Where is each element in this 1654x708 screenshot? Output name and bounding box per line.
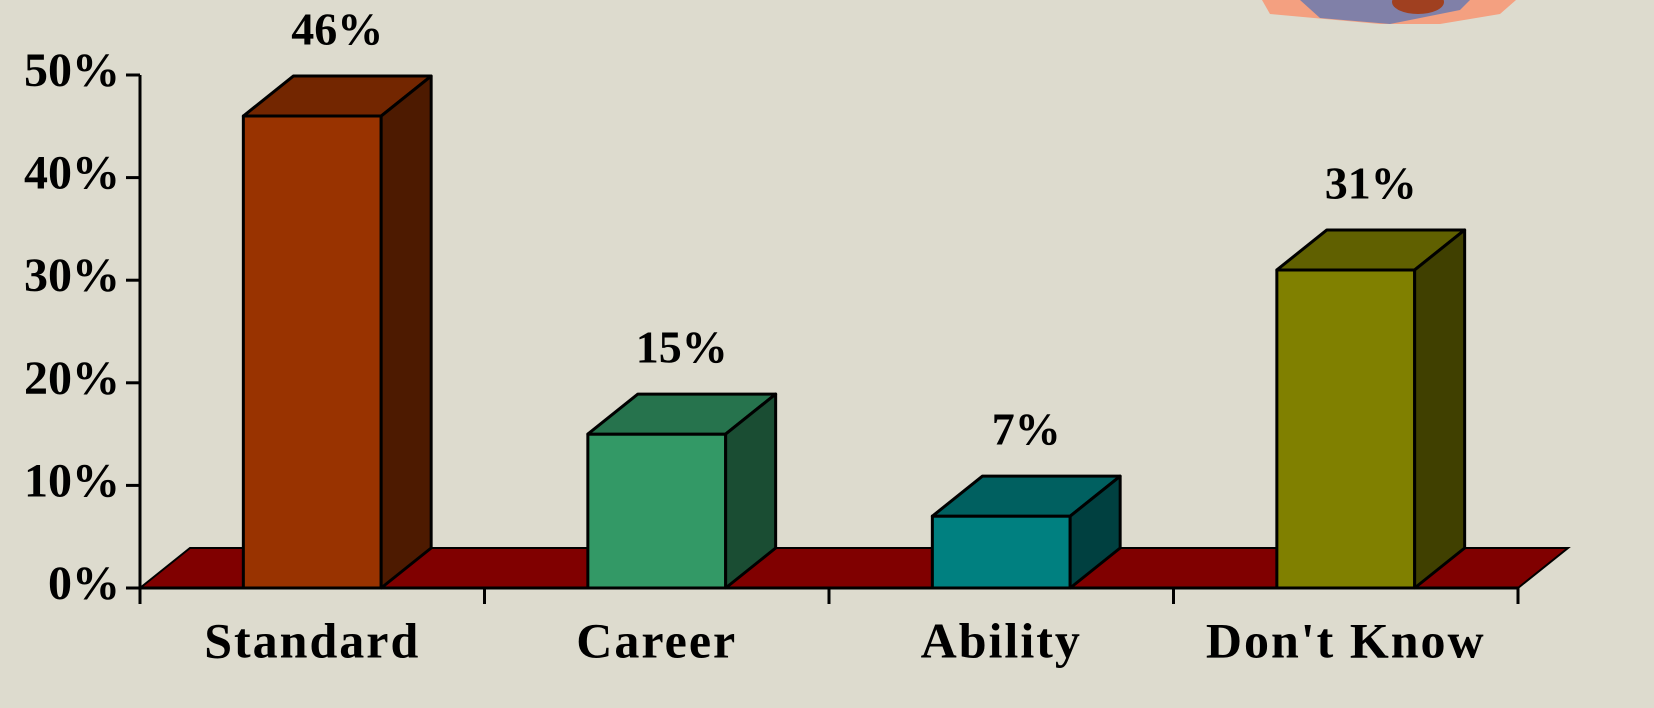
value-label: 31% <box>1325 158 1417 209</box>
bar-side <box>1068 474 1122 590</box>
bar-front <box>586 432 728 590</box>
value-label: 15% <box>636 322 728 373</box>
bar <box>930 474 1122 590</box>
bar-side <box>379 74 433 590</box>
x-tick-label: Ability <box>921 612 1082 668</box>
value-label: 7% <box>992 404 1061 455</box>
bar-front <box>930 514 1072 590</box>
value-label: 46% <box>291 4 383 55</box>
y-tick-label: 10% <box>24 454 120 507</box>
x-tick-label: Career <box>576 612 737 668</box>
bar-side <box>724 392 778 590</box>
y-tick-label: 50% <box>24 44 120 97</box>
y-tick-label: 20% <box>24 352 120 405</box>
bar <box>1275 228 1467 590</box>
bar <box>241 74 433 590</box>
y-tick-label: 0% <box>48 557 120 610</box>
bar-side <box>1413 228 1467 590</box>
y-tick-label: 30% <box>24 249 120 302</box>
y-tick-label: 40% <box>24 147 120 200</box>
bar-front <box>1275 268 1417 590</box>
bar <box>586 392 778 590</box>
x-tick-label: Standard <box>204 612 420 668</box>
clipart <box>1262 0 1516 24</box>
bar-front <box>241 114 383 590</box>
x-tick-label: Don't Know <box>1206 612 1486 668</box>
